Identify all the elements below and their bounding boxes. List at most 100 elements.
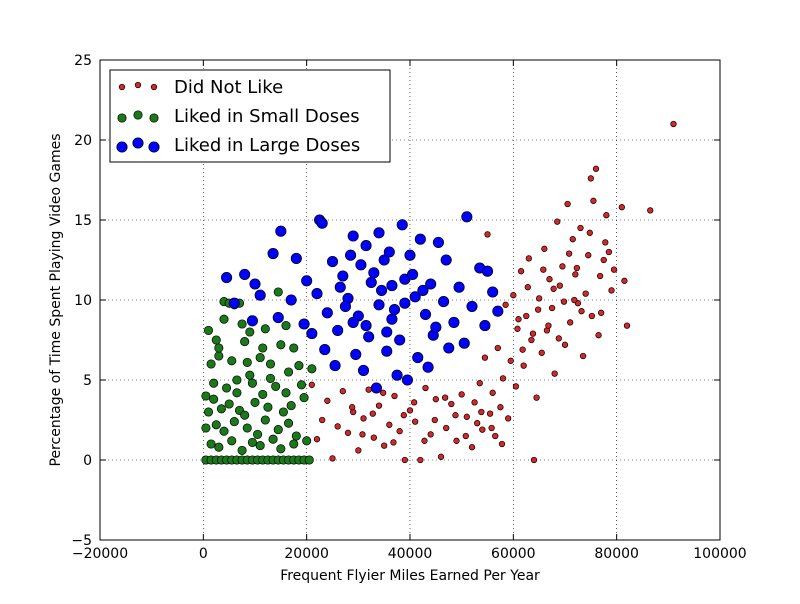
data-point [381,326,393,338]
data-point [247,378,257,388]
data-point [381,345,393,357]
data-point [324,397,331,404]
data-point [271,381,281,391]
data-point [278,407,288,417]
data-point [579,352,587,360]
data-point [386,313,398,325]
data-point [528,336,535,344]
data-point [289,343,299,353]
data-point [572,271,579,278]
data-point [260,415,270,425]
data-point [365,276,377,288]
data-point [476,380,483,387]
data-point [441,394,449,401]
data-point [554,218,561,225]
data-point [448,400,455,408]
data-point [281,321,291,331]
data-point [541,245,548,252]
data-point [334,281,346,293]
data-point [321,307,333,319]
data-point [201,423,211,433]
data-point [296,380,307,390]
data-point [273,287,283,297]
legend-entry: Liked in Small Doses [117,106,360,127]
data-point [487,286,499,298]
series-2 [221,211,504,394]
data-point [529,330,537,337]
data-point [588,312,596,320]
y-axis-label: Percentage of Time Spent Playing Video G… [48,133,64,466]
data-point [440,254,452,266]
data-point [432,396,439,403]
data-point [301,275,313,287]
data-point [222,383,232,393]
y-tick-label: 5 [83,373,92,389]
data-point [598,309,605,316]
data-point [250,397,260,407]
data-point [319,344,331,356]
data-point [316,217,328,229]
data-point [533,394,540,401]
data-point [555,335,562,342]
y-tick-label: 25 [74,53,92,69]
data-point [258,343,268,353]
data-point [299,393,309,403]
data-point [239,268,251,280]
data-point [386,421,393,428]
data-point [306,328,318,340]
data-point [510,292,517,299]
legend-marker [148,141,160,153]
data-point [276,340,286,350]
data-point [355,259,367,271]
legend-label: Liked in Large Doses [174,135,360,156]
data-point [383,246,395,258]
data-point [419,308,432,320]
x-tick-label: 0 [199,546,208,562]
x-tick-label: −20000 [72,546,128,562]
data-point [304,455,314,465]
data-point [585,252,592,259]
data-point [443,342,455,354]
data-point [498,440,506,448]
data-point [567,319,574,326]
data-point [375,402,383,409]
data-point [227,356,237,366]
data-point [326,256,339,268]
data-point [474,420,481,427]
data-point [515,316,522,323]
data-point [431,416,438,424]
data-point [494,344,501,352]
data-point [227,436,237,446]
data-point [410,399,418,406]
data-points [201,120,677,465]
data-point [365,386,372,393]
data-point [548,304,556,312]
data-point [260,324,270,334]
data-point [237,319,247,329]
data-point [319,416,326,424]
data-point [507,357,514,364]
data-point [203,325,214,335]
data-point [489,389,496,396]
data-point [605,248,613,256]
data-point [443,424,450,432]
data-point [546,276,553,283]
data-point [221,272,233,284]
data-point [422,384,429,392]
data-point [388,304,401,316]
data-point [414,233,426,245]
data-point [344,429,352,436]
data-point [492,432,499,440]
data-point [430,321,442,333]
data-point [360,320,372,332]
data-point [245,327,255,337]
data-point [359,431,366,438]
data-point [569,236,576,243]
data-point [406,407,414,414]
data-point [272,312,284,324]
data-point [486,410,494,417]
data-point [345,249,357,261]
legend-entry: Did Not Like [118,77,283,98]
data-point [348,404,356,411]
legend-marker [117,113,127,123]
